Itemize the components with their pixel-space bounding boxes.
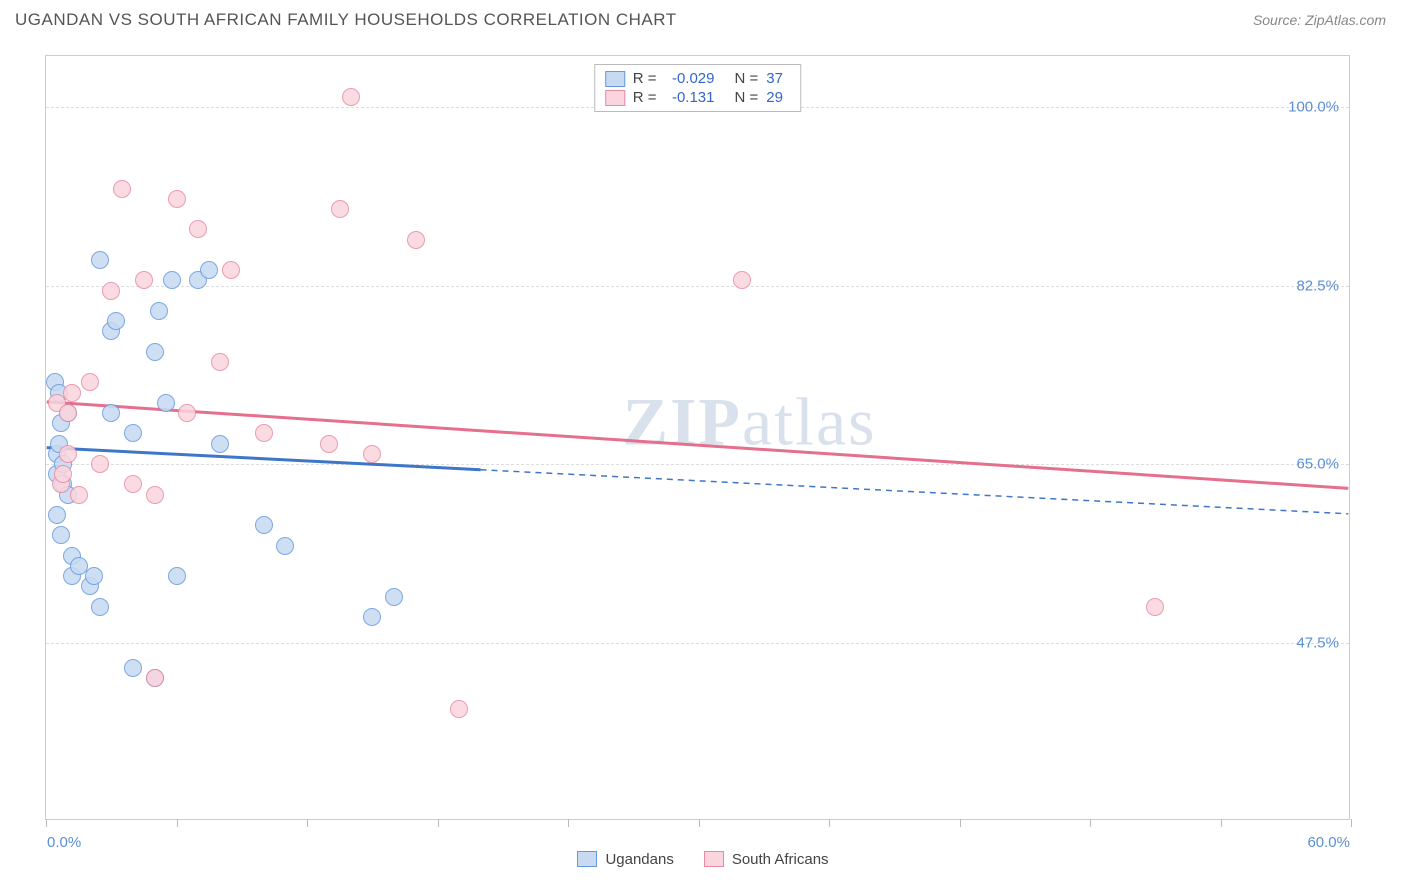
data-point bbox=[124, 659, 142, 677]
watermark-light: atlas bbox=[742, 384, 877, 460]
x-tick bbox=[438, 819, 439, 827]
gridline bbox=[46, 643, 1349, 644]
swatch-ugandans bbox=[605, 71, 625, 87]
data-point bbox=[211, 435, 229, 453]
data-point bbox=[102, 404, 120, 422]
legend-label-ugandans: Ugandans bbox=[605, 851, 673, 868]
data-point bbox=[63, 384, 81, 402]
data-point bbox=[168, 190, 186, 208]
data-point bbox=[200, 261, 218, 279]
data-point bbox=[85, 567, 103, 585]
x-tick bbox=[307, 819, 308, 827]
data-point bbox=[135, 271, 153, 289]
data-point bbox=[255, 424, 273, 442]
n-label: N = bbox=[735, 70, 759, 87]
watermark: ZIPatlas bbox=[623, 383, 877, 462]
r-label: R = bbox=[633, 89, 657, 106]
chart-plot-area: ZIPatlas 47.5% 65.0% 82.5% 100.0% R = -0.02… bbox=[45, 55, 1350, 820]
x-tick bbox=[1351, 819, 1352, 827]
data-point bbox=[222, 261, 240, 279]
data-point bbox=[385, 588, 403, 606]
data-point bbox=[168, 567, 186, 585]
r-value-south-africans: -0.131 bbox=[665, 89, 715, 106]
data-point bbox=[150, 302, 168, 320]
stats-row-ugandans: R = -0.029 N = 37 bbox=[605, 69, 791, 88]
data-point bbox=[189, 220, 207, 238]
gridline bbox=[46, 286, 1349, 287]
data-point bbox=[91, 251, 109, 269]
data-point bbox=[733, 271, 751, 289]
data-point bbox=[342, 88, 360, 106]
chart-title: UGANDAN VS SOUTH AFRICAN FAMILY HOUSEHOL… bbox=[15, 10, 677, 30]
data-point bbox=[124, 475, 142, 493]
r-label: R = bbox=[633, 70, 657, 87]
data-point bbox=[59, 404, 77, 422]
stats-legend-box: R = -0.029 N = 37 R = -0.131 N = 29 bbox=[594, 64, 802, 112]
x-tick bbox=[568, 819, 569, 827]
swatch-south-africans bbox=[704, 851, 724, 867]
data-point bbox=[276, 537, 294, 555]
x-tick bbox=[829, 819, 830, 827]
data-point bbox=[363, 608, 381, 626]
n-label: N = bbox=[735, 89, 759, 106]
x-tick bbox=[699, 819, 700, 827]
y-tick-label: 65.0% bbox=[1296, 456, 1339, 473]
data-point bbox=[102, 282, 120, 300]
watermark-bold: ZIP bbox=[623, 384, 742, 460]
x-tick bbox=[1221, 819, 1222, 827]
data-point bbox=[91, 455, 109, 473]
gridline bbox=[46, 464, 1349, 465]
legend-label-south-africans: South Africans bbox=[732, 851, 829, 868]
n-value-ugandans: 37 bbox=[766, 70, 790, 87]
data-point bbox=[320, 435, 338, 453]
data-point bbox=[163, 271, 181, 289]
data-point bbox=[146, 669, 164, 687]
data-point bbox=[211, 353, 229, 371]
data-point bbox=[1146, 598, 1164, 616]
data-point bbox=[52, 526, 70, 544]
swatch-ugandans bbox=[577, 851, 597, 867]
data-point bbox=[70, 486, 88, 504]
legend-item-ugandans: Ugandans bbox=[577, 834, 673, 884]
data-point bbox=[54, 465, 72, 483]
data-point bbox=[146, 486, 164, 504]
data-point bbox=[91, 598, 109, 616]
data-point bbox=[178, 404, 196, 422]
data-point bbox=[255, 516, 273, 534]
data-point bbox=[81, 373, 99, 391]
data-point bbox=[157, 394, 175, 412]
data-point bbox=[331, 200, 349, 218]
x-tick bbox=[46, 819, 47, 827]
swatch-south-africans bbox=[605, 90, 625, 106]
data-point bbox=[113, 180, 131, 198]
y-tick-label: 47.5% bbox=[1296, 634, 1339, 651]
regression-line bbox=[47, 448, 481, 470]
x-tick bbox=[177, 819, 178, 827]
data-point bbox=[48, 506, 66, 524]
data-point bbox=[124, 424, 142, 442]
data-point bbox=[450, 700, 468, 718]
x-tick bbox=[1090, 819, 1091, 827]
y-tick-label: 82.5% bbox=[1296, 277, 1339, 294]
data-point bbox=[59, 445, 77, 463]
r-value-ugandans: -0.029 bbox=[665, 70, 715, 87]
y-tick-label: 100.0% bbox=[1288, 99, 1339, 116]
data-point bbox=[363, 445, 381, 463]
data-point bbox=[146, 343, 164, 361]
regression-lines bbox=[46, 56, 1349, 819]
data-point bbox=[407, 231, 425, 249]
chart-source: Source: ZipAtlas.com bbox=[1253, 12, 1386, 28]
regression-line bbox=[47, 402, 1349, 488]
n-value-south-africans: 29 bbox=[766, 89, 790, 106]
x-tick bbox=[960, 819, 961, 827]
regression-line-dashed bbox=[481, 470, 1349, 514]
stats-row-south-africans: R = -0.131 N = 29 bbox=[605, 88, 791, 107]
data-point bbox=[107, 312, 125, 330]
bottom-legend: Ugandans South Africans bbox=[0, 834, 1406, 884]
legend-item-south-africans: South Africans bbox=[704, 834, 829, 884]
